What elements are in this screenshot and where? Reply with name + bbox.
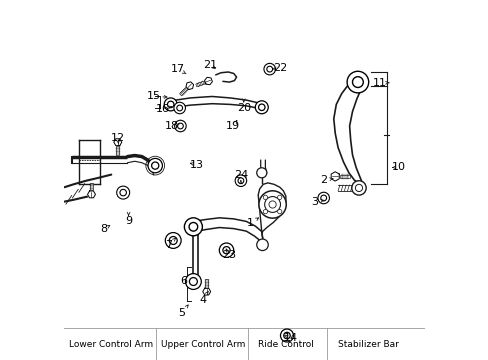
Circle shape [189, 278, 197, 285]
Text: 16: 16 [155, 104, 169, 114]
Circle shape [258, 191, 285, 218]
Circle shape [317, 192, 329, 204]
Circle shape [219, 243, 233, 257]
Circle shape [264, 63, 275, 75]
Circle shape [258, 104, 264, 111]
Text: 24: 24 [233, 170, 247, 180]
Text: 1: 1 [246, 218, 253, 228]
Polygon shape [185, 82, 193, 90]
Circle shape [184, 218, 202, 236]
Circle shape [280, 329, 293, 342]
Polygon shape [195, 81, 205, 87]
Text: 22: 22 [272, 63, 286, 73]
Text: 3: 3 [310, 197, 318, 207]
Polygon shape [330, 172, 339, 181]
Text: 6: 6 [180, 276, 186, 286]
Text: 17: 17 [170, 64, 184, 74]
Circle shape [167, 101, 174, 108]
Circle shape [223, 247, 230, 254]
Polygon shape [87, 191, 95, 198]
Text: 8: 8 [100, 224, 107, 234]
Text: 19: 19 [225, 121, 240, 131]
Circle shape [177, 123, 183, 129]
Circle shape [283, 332, 289, 339]
Text: 12: 12 [110, 132, 124, 143]
Circle shape [263, 195, 267, 199]
Text: 13: 13 [190, 160, 203, 170]
Text: 20: 20 [236, 103, 250, 113]
Polygon shape [339, 175, 349, 178]
Circle shape [268, 201, 276, 208]
Circle shape [189, 222, 197, 231]
Circle shape [164, 98, 177, 111]
Circle shape [120, 189, 126, 196]
Circle shape [185, 274, 201, 289]
Circle shape [355, 184, 362, 192]
Circle shape [255, 101, 268, 114]
Text: 11: 11 [372, 78, 386, 88]
Text: 18: 18 [164, 121, 179, 131]
Circle shape [174, 102, 185, 114]
Text: Upper Control Arm: Upper Control Arm [161, 340, 245, 348]
Circle shape [351, 181, 366, 195]
Circle shape [352, 77, 363, 87]
Polygon shape [114, 139, 122, 146]
Text: 9: 9 [125, 216, 132, 226]
Circle shape [256, 239, 268, 251]
Text: 23: 23 [222, 250, 236, 260]
Circle shape [238, 178, 244, 184]
Circle shape [346, 71, 368, 93]
Text: 21: 21 [203, 60, 217, 70]
Circle shape [117, 186, 129, 199]
Polygon shape [116, 146, 119, 155]
Text: Lower Control Arm: Lower Control Arm [69, 340, 153, 348]
Circle shape [277, 210, 281, 214]
Polygon shape [205, 279, 208, 288]
Polygon shape [90, 183, 93, 190]
Polygon shape [204, 77, 212, 85]
Text: Ride Control: Ride Control [258, 340, 313, 348]
Circle shape [165, 233, 181, 248]
Circle shape [177, 105, 182, 111]
Circle shape [169, 237, 177, 244]
Circle shape [264, 197, 280, 212]
Circle shape [235, 175, 246, 186]
Text: 10: 10 [391, 162, 406, 172]
Polygon shape [203, 288, 210, 295]
Text: Stabilizer Bar: Stabilizer Bar [338, 340, 398, 348]
Circle shape [266, 66, 272, 72]
Text: 5: 5 [178, 308, 185, 318]
Text: 2: 2 [320, 175, 326, 185]
Text: 15: 15 [146, 91, 161, 102]
Polygon shape [179, 87, 187, 96]
Circle shape [151, 162, 159, 169]
Circle shape [148, 158, 162, 173]
Text: 7: 7 [165, 240, 172, 250]
Circle shape [174, 120, 186, 132]
Circle shape [277, 195, 281, 199]
Text: 4: 4 [199, 294, 206, 305]
Circle shape [320, 195, 326, 201]
Text: 14: 14 [284, 333, 298, 343]
Circle shape [263, 210, 267, 214]
Circle shape [256, 168, 266, 178]
